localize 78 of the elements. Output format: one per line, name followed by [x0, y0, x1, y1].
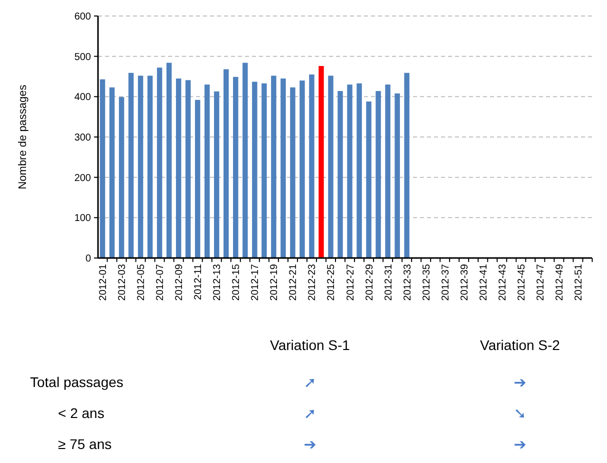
bar [252, 82, 258, 258]
bar [366, 102, 372, 258]
bar [376, 91, 381, 258]
y-tick-label: 400 [74, 92, 92, 104]
x-tick-label: 2012-45 [516, 264, 528, 301]
x-tick-label: 2012-07 [155, 264, 166, 301]
x-tick-label: 2012-27 [345, 264, 356, 301]
x-tick-label: 2012-01 [98, 264, 110, 301]
bar [118, 97, 124, 258]
x-tick-label: 2012-47 [535, 264, 546, 301]
x-tick-label: 2012-15 [231, 264, 242, 301]
bar [138, 76, 144, 258]
y-tick-label: 0 [85, 254, 92, 264]
x-tick-label: 2012-17 [250, 264, 262, 301]
x-tick-label: 2012-35 [421, 264, 432, 301]
bar [194, 100, 200, 258]
bar [214, 91, 220, 258]
bar [300, 80, 305, 258]
bar [262, 83, 267, 258]
bar [147, 76, 153, 258]
bar [404, 72, 410, 258]
text: < 2 ans [58, 404, 104, 421]
y-axis-title: Nombre de passages [17, 84, 29, 190]
bar [347, 84, 352, 258]
x-tick-label: 2012-19 [269, 264, 280, 301]
bar [328, 76, 334, 258]
x-tick-label: 2012-49 [554, 264, 566, 301]
x-tick-label: 2012-09 [174, 264, 186, 301]
bar [176, 78, 182, 258]
x-tick-label: 2012-21 [288, 264, 300, 301]
y-tick-label: 200 [74, 172, 92, 184]
bar [290, 87, 296, 258]
text: ➔ [304, 435, 316, 454]
bar [100, 79, 106, 258]
text: ➔ [514, 373, 526, 392]
text: ➘ [514, 404, 526, 422]
bar [242, 62, 248, 258]
text: ➚ [304, 373, 316, 392]
x-tick-label: 2012-05 [136, 264, 148, 301]
x-tick-label: 2012-31 [383, 264, 394, 301]
x-tick-label: 2012-41 [478, 264, 490, 301]
x-tick-label: 2012-33 [402, 264, 414, 301]
bar [280, 78, 286, 258]
x-tick-label: 2012-51 [573, 264, 584, 301]
x-tick-label: 2012-11 [193, 264, 204, 300]
x-tick-label: 2012-03 [117, 264, 128, 301]
bar [185, 80, 191, 258]
bar [233, 76, 238, 258]
bar [109, 87, 115, 258]
bar [156, 68, 162, 258]
x-tick-label: 2012-23 [307, 264, 318, 301]
x-tick-label: 2012-37 [440, 264, 452, 301]
y-tick-label: 300 [74, 132, 92, 144]
x-tick-label: 2012-43 [497, 264, 508, 301]
x-tick-label: 2012-25 [326, 264, 338, 301]
bar [204, 84, 210, 258]
bar [224, 69, 229, 258]
x-tick-label: 2012-39 [459, 264, 470, 301]
text: Total passages [30, 374, 124, 390]
bar [318, 66, 324, 258]
bar [385, 84, 390, 258]
bar [128, 72, 134, 258]
text: ➚ [304, 404, 316, 422]
x-tick-label: 2012-13 [212, 264, 224, 301]
y-tick-label: 600 [74, 12, 92, 22]
bar [271, 76, 276, 258]
bar [309, 74, 314, 258]
bar [166, 62, 172, 258]
bar [394, 93, 400, 258]
bar [356, 83, 362, 258]
bar [338, 91, 343, 258]
x-tick-label: 2012-29 [364, 264, 376, 301]
text: ≥ 75 ans [58, 436, 112, 452]
text: ➔ [514, 435, 526, 454]
y-tick-label: 500 [74, 52, 92, 63]
y-tick-label: 100 [74, 213, 92, 224]
text: Variation S-2 [480, 337, 560, 353]
text: Variation S-1 [270, 337, 350, 353]
